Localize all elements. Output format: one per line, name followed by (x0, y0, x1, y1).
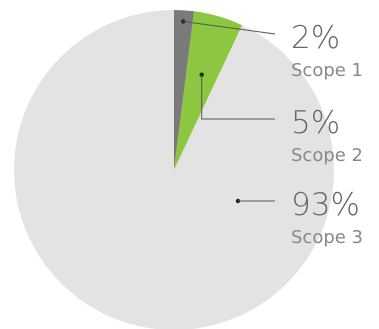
pie-slice-scope-2 (174, 11, 243, 171)
slice-name-label: Scope 3 (291, 227, 363, 248)
slice-name-label: Scope 2 (291, 145, 363, 166)
slice-percent-label: 5% (291, 105, 340, 141)
leader-line (183, 20, 276, 35)
slice-percent-label: 2% (291, 20, 340, 56)
pie-slice-scope-1 (174, 10, 195, 170)
leader-line (201, 74, 275, 120)
leader-dot (181, 19, 186, 24)
pie-slice-scope-3 (14, 10, 334, 329)
slice-percent-label: 93% (291, 187, 360, 223)
slice-name-label: Scope 1 (291, 60, 363, 81)
